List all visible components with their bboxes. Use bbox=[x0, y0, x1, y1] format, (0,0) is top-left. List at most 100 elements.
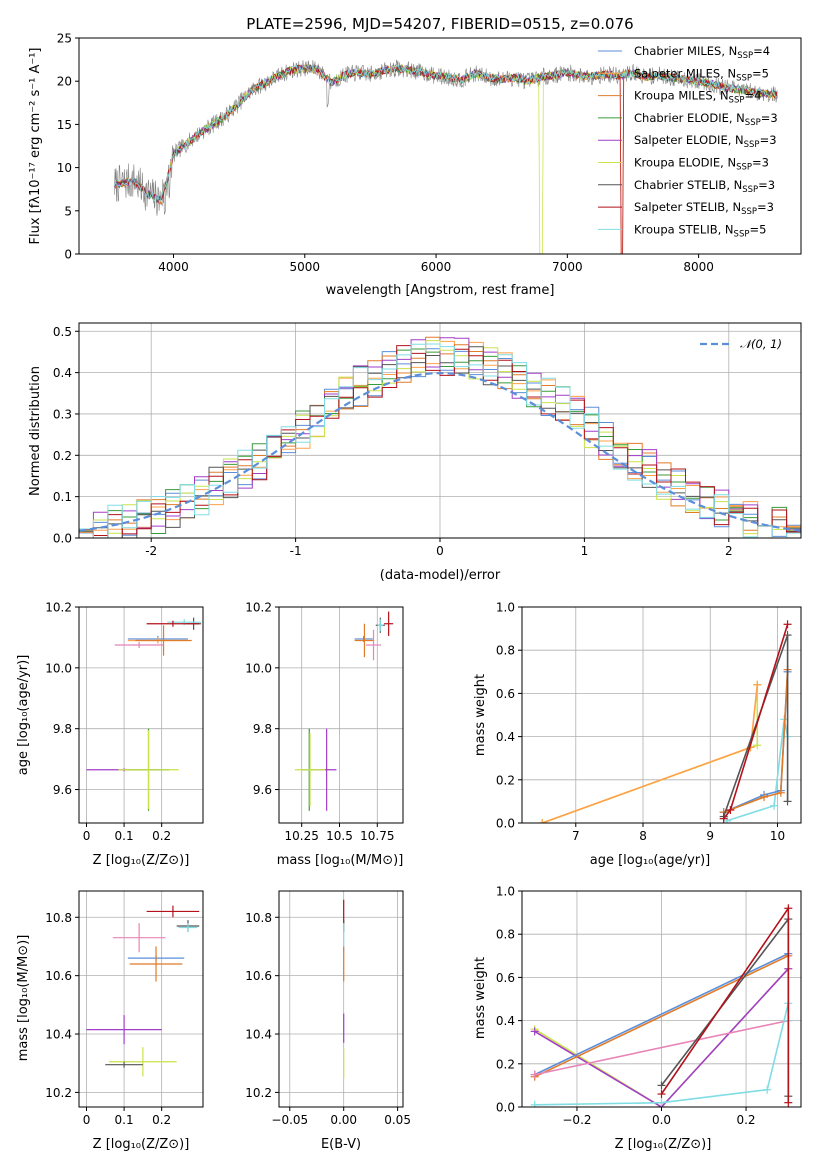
spectrum-model-line bbox=[114, 64, 778, 204]
age-vs-z-panel: 0 0.1 0.2 9.6 9.8 10.0 10.2 Z [log₁₀(Z/Z⊙)] ag… bbox=[16, 601, 204, 868]
weight-vs-z-panel: −0.2 0.0 0.2 0.0 0.2 0.4 0.6 0.8 1.0 Z [log₁₀(Z/… bbox=[473, 885, 802, 1152]
weight_vs_Z-plot-area bbox=[530, 904, 793, 1107]
mass_vs_EBV-xtick-label: −0.05 bbox=[271, 1113, 308, 1127]
weight_vs_age-ytick-label: 0.2 bbox=[496, 773, 515, 787]
weight-vs-age-xlabel: age [log₁₀(age/yr)] bbox=[590, 853, 711, 868]
age_vs_mass-xtick-label: 10.25 bbox=[285, 829, 319, 843]
residuals-legend-label: 𝒩(0, 1) bbox=[740, 337, 782, 351]
residuals-ytick-label: 0.4 bbox=[53, 366, 72, 380]
axes-frame bbox=[521, 606, 802, 824]
age_vs_mass-ytick-label: 10.2 bbox=[245, 601, 272, 615]
mass_vs_EBV-ytick-label: 10.8 bbox=[245, 911, 272, 925]
age_vs_mass-ytick-label: 9.8 bbox=[253, 722, 272, 736]
spectrum-ytick-label: 5 bbox=[64, 204, 72, 218]
spectrum-legend-label: Kroupa STELIB, NSSP=5 bbox=[634, 222, 766, 239]
residuals-plot-area bbox=[79, 336, 801, 538]
weight_vs_age-xtick-label: 8 bbox=[639, 829, 647, 843]
weight_vs_Z-ytick-label: 0.0 bbox=[496, 1101, 515, 1115]
residuals-xtick-label: 2 bbox=[725, 544, 733, 558]
mass-vs-z-panel: 0 0.1 0.210.210.410.610.8 Z [log₁₀(Z/Z⊙)] … bbox=[16, 890, 204, 1152]
weight_vs_Z-ytick-label: 0.6 bbox=[496, 971, 515, 985]
weight_vs_age-ytick-label: 0.0 bbox=[496, 817, 515, 831]
spectrum-ylabel: Flux [fλ10⁻¹⁷ erg cm⁻² s⁻¹ A⁻¹] bbox=[28, 48, 43, 245]
mass-vs-z-xlabel: Z [log₁₀(Z/Z⊙)] bbox=[93, 1137, 190, 1152]
age_vs_Z-ytick-label: 9.6 bbox=[53, 783, 72, 797]
age_vs_mass-ytick-label: 10.0 bbox=[245, 661, 272, 675]
mass_vs_EBV-xtick-label: 0.00 bbox=[330, 1113, 357, 1127]
mass-weight-line bbox=[534, 955, 789, 1078]
mass-vs-z-ylabel: mass [log₁₀(M/M⊙)] bbox=[16, 935, 31, 1062]
axes-frame bbox=[278, 606, 404, 824]
gaussian-reference-curve bbox=[79, 371, 801, 532]
mass-weight-line bbox=[726, 719, 789, 822]
residuals-xlabel: (data-model)/error bbox=[380, 568, 501, 583]
spectrum-legend-label: Chabrier ELODIE, NSSP=3 bbox=[634, 111, 778, 128]
residuals-ytick-label: 0.3 bbox=[53, 407, 72, 421]
mass_vs_Z-ytick-label: 10.6 bbox=[45, 969, 72, 983]
weight_vs_Z-ytick-label: 0.4 bbox=[496, 1014, 515, 1028]
weight_vs_age-plot-area bbox=[538, 620, 792, 823]
residuals-xtick-label: 1 bbox=[581, 544, 589, 558]
age-vs-z-ylabel: age [log₁₀(age/yr)] bbox=[16, 655, 31, 776]
spectrum-panel: PLATE=2596, MJD=54207, FIBERID=0515, z=0… bbox=[28, 15, 802, 298]
weight_vs_age-ytick-label: 0.6 bbox=[496, 687, 515, 701]
mass_vs_Z-xtick-label: 0.1 bbox=[115, 1113, 134, 1127]
residuals-ytick-label: 0.5 bbox=[53, 325, 72, 339]
spectrum-xtick-label: 6000 bbox=[421, 260, 452, 274]
mass_vs_Z-ytick-label: 10.2 bbox=[45, 1086, 72, 1100]
age-vs-mass-xlabel: mass [log₁₀(M/M⊙)] bbox=[277, 853, 404, 868]
age_vs_Z-ytick-label: 10.2 bbox=[45, 601, 72, 615]
residuals-xtick-label: -2 bbox=[145, 544, 157, 558]
spectrum-xtick-label: 5000 bbox=[290, 260, 321, 274]
mass_vs_EBV-ytick-label: 10.6 bbox=[245, 969, 272, 983]
spectrum-plot-area bbox=[114, 59, 778, 254]
age_vs_Z-xtick-label: 0 bbox=[83, 829, 91, 843]
mass-weight-line bbox=[723, 669, 789, 813]
mass_vs_Z-ytick-label: 10.4 bbox=[45, 1028, 72, 1042]
spectrum-ytick-label: 15 bbox=[57, 118, 72, 132]
mass_vs_Z-plot-area bbox=[86, 905, 200, 1077]
residuals-xtick-label: -1 bbox=[290, 544, 302, 558]
spectrum-legend-label: Chabrier MILES, NSSP=4 bbox=[634, 44, 770, 61]
age_vs_Z-ytick-label: 9.8 bbox=[53, 722, 72, 736]
weight-vs-age-panel: 7 8 9 10 0.0 0.2 0.4 0.6 0.8 1.0 age [log₁₀(age/y… bbox=[473, 601, 802, 868]
age_vs_Z-ytick-label: 10.0 bbox=[45, 661, 72, 675]
mass-vs-ebv-panel: −0.05 0.00 0.05 10.2 10.4 10.6 10.8 E(B-V) bbox=[245, 890, 411, 1152]
weight-vs-z-ylabel: mass weight bbox=[473, 957, 488, 1039]
weight_vs_age-ytick-label: 0.4 bbox=[496, 730, 515, 744]
spectrum-ytick-label: 0 bbox=[64, 248, 72, 262]
spectrum-legend-label: Kroupa ELODIE, NSSP=3 bbox=[634, 156, 769, 173]
residual-histogram-step bbox=[79, 343, 801, 538]
age_vs_mass-grid bbox=[279, 606, 403, 823]
axes-frame bbox=[521, 890, 802, 1108]
spectrum-legend-label: Chabrier STELIB, NSSP=3 bbox=[634, 178, 775, 195]
weight_vs_Z-ytick-label: 0.8 bbox=[496, 928, 515, 942]
weight-vs-age-ylabel: mass weight bbox=[473, 674, 488, 756]
spectrum-xtick-label: 4000 bbox=[158, 260, 189, 274]
spectrum-model-line bbox=[114, 64, 778, 203]
weight_vs_age-xtick-label: 7 bbox=[572, 829, 580, 843]
spectrum-xtick-label: 7000 bbox=[552, 260, 583, 274]
weight-vs-z-xlabel: Z [log₁₀(Z/Z⊙)] bbox=[615, 1137, 712, 1152]
age_vs_mass-plot-area bbox=[294, 611, 394, 811]
weight_vs_age-ytick-label: 0.8 bbox=[496, 644, 515, 658]
age-vs-z-xlabel: Z [log₁₀(Z/Z⊙)] bbox=[93, 853, 190, 868]
axes-frame bbox=[78, 606, 204, 824]
age_vs_Z-xtick-label: 0.2 bbox=[152, 829, 171, 843]
weight_vs_Z-xtick-label: −0.2 bbox=[562, 1113, 591, 1127]
spectrum-legend-label: Salpeter MILES, NSSP=5 bbox=[634, 66, 769, 83]
weight_vs_Z-ytick-label: 0.2 bbox=[496, 1057, 515, 1071]
mass_vs_Z-ytick-label: 10.8 bbox=[45, 911, 72, 925]
weight_vs_age-xtick-label: 10 bbox=[770, 829, 785, 843]
mass_vs_Z-xtick-label: 0 bbox=[83, 1113, 91, 1127]
mass_vs_EBV-xtick-label: 0.05 bbox=[384, 1113, 411, 1127]
residuals-xtick-label: 0 bbox=[436, 544, 444, 558]
residual-histogram-step bbox=[79, 346, 801, 538]
axes-frame bbox=[78, 37, 802, 255]
residuals-ytick-label: 0.2 bbox=[53, 449, 72, 463]
mass_vs_EBV-ytick-label: 10.4 bbox=[245, 1028, 272, 1042]
weight_vs_Z-xtick-label: 0.0 bbox=[652, 1113, 671, 1127]
age_vs_Z-xtick-label: 0.1 bbox=[115, 829, 134, 843]
age_vs_mass-ytick-label: 9.6 bbox=[253, 783, 272, 797]
